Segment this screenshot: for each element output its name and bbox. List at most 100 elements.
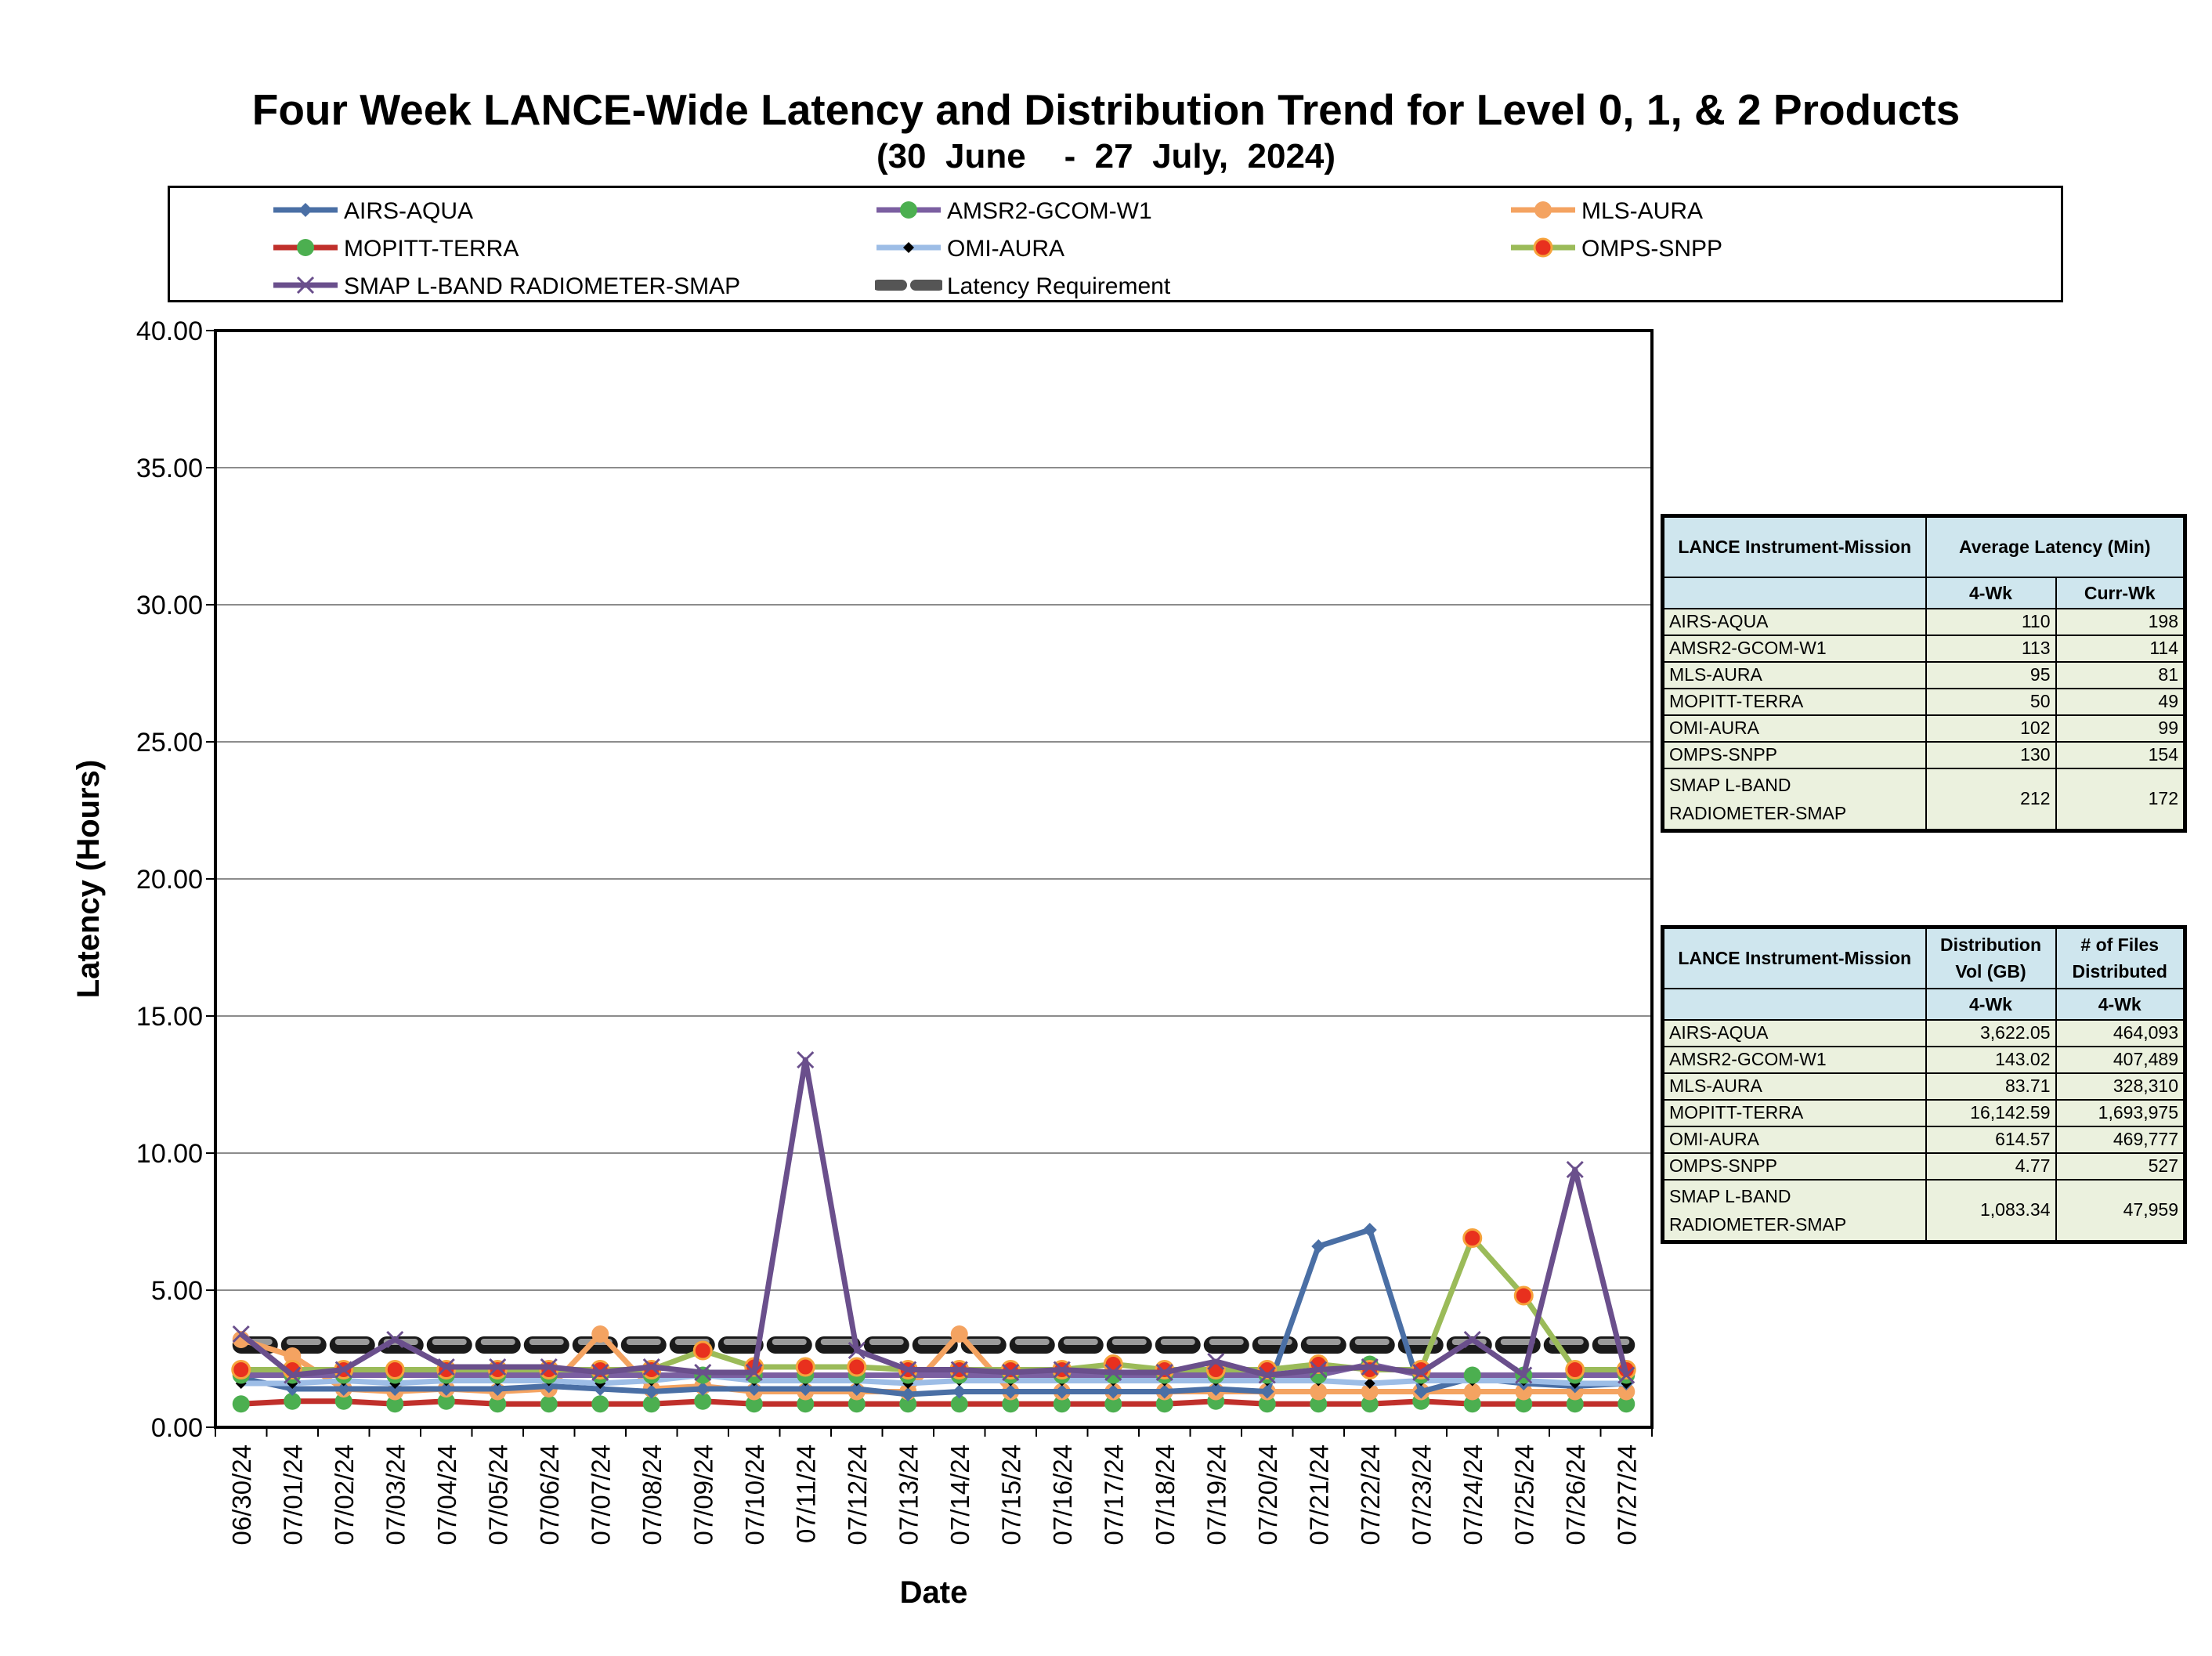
x-tick-label: 07/16/24 xyxy=(1048,1444,1077,1545)
data-point xyxy=(1104,1395,1122,1413)
series-smap-l-band-radiometer-smap xyxy=(232,1050,1636,1384)
data-point xyxy=(899,1395,917,1413)
legend-marker xyxy=(297,239,314,256)
average-latency-table: LANCE Instrument-Mission Average Latency … xyxy=(1661,514,2187,833)
row-distribution-vol: 4.77 xyxy=(1925,1152,2057,1181)
header-files-distributed: # of Files Distributed xyxy=(2055,926,2186,989)
data-point xyxy=(1053,1395,1071,1413)
table-row: AIRS-AQUA 110 198 xyxy=(1661,607,2186,636)
row-instrument-name: AMSR2-GCOM-W1 xyxy=(1661,1045,1927,1074)
table-row: MLS-AURA 95 81 xyxy=(1661,660,2186,689)
x-tick-label: 07/18/24 xyxy=(1151,1444,1180,1545)
data-point xyxy=(1412,1363,1430,1382)
data-point xyxy=(437,1392,455,1410)
y-tick-label: 20.00 xyxy=(136,865,203,895)
row-instrument-name: MOPITT-TERRA xyxy=(1661,1098,1927,1127)
data-point xyxy=(1463,1330,1481,1349)
data-point xyxy=(797,1050,815,1069)
data-point xyxy=(1002,1395,1020,1413)
header-distribution-vol: Distribution Vol (GB) xyxy=(1925,926,2057,989)
data-point xyxy=(284,1366,302,1384)
x-tick-label: 07/17/24 xyxy=(1099,1444,1128,1545)
row-instrument-name: SMAP L-BAND RADIOMETER-SMAP xyxy=(1661,1178,1927,1243)
series-line xyxy=(240,1227,1627,1397)
x-tick-label: 07/26/24 xyxy=(1561,1444,1590,1545)
legend-swatch-mopitt-terra xyxy=(273,239,338,256)
chart-legend: AIRS-AQUA AMSR2-GCOM-W1 MLS-AURA MOPITT-TER… xyxy=(168,186,2063,302)
row-4wk-latency: 50 xyxy=(1925,687,2057,716)
data-point xyxy=(797,1395,815,1413)
data-point xyxy=(1361,1395,1379,1413)
table-row: MOPITT-TERRA 50 49 xyxy=(1661,687,2186,716)
data-point xyxy=(1106,1384,1121,1399)
series-latency-requirement xyxy=(232,1336,1636,1354)
data-point xyxy=(1515,1366,1533,1384)
data-point xyxy=(1003,1384,1018,1399)
legend-label: AIRS-AQUA xyxy=(344,198,474,224)
distribution-table: LANCE Instrument-Mission Distribution Vol… xyxy=(1661,925,2187,1244)
data-point xyxy=(696,1382,710,1396)
x-tick-label: 07/14/24 xyxy=(945,1444,974,1545)
data-point xyxy=(692,1340,713,1361)
legend-swatch-latency-requirement xyxy=(875,280,942,291)
legend-label: OMPS-SNPP xyxy=(1581,236,1723,262)
row-instrument-name: SMAP L-BAND RADIOMETER-SMAP xyxy=(1661,767,1927,832)
data-point xyxy=(795,1357,815,1377)
data-point xyxy=(1361,1383,1379,1401)
data-point xyxy=(336,1382,351,1396)
x-tick-label: 07/12/24 xyxy=(843,1444,872,1545)
legend-swatch-amsr2-gcom-w1 xyxy=(876,201,941,219)
subheader-curr-wk: Curr-Wk xyxy=(2055,576,2186,609)
data-point xyxy=(694,1363,712,1382)
data-point xyxy=(849,1382,864,1396)
data-point xyxy=(694,1392,712,1410)
table-header-row: LANCE Instrument-Mission Average Latency … xyxy=(1661,515,2186,578)
data-point xyxy=(334,1392,352,1410)
data-point xyxy=(746,1382,761,1396)
header-average-latency: Average Latency (Min) xyxy=(1925,515,2186,578)
y-tick-label: 40.00 xyxy=(136,316,203,346)
row-files-distributed: 527 xyxy=(2055,1152,2186,1181)
data-point xyxy=(1258,1366,1276,1384)
subheader-4wk: 4-Wk xyxy=(2055,987,2186,1021)
row-4wk-latency: 95 xyxy=(1925,660,2057,689)
row-distribution-vol: 16,142.59 xyxy=(1925,1098,2057,1127)
row-files-distributed: 464,093 xyxy=(2055,1018,2186,1047)
row-curr-wk-latency: 81 xyxy=(2055,660,2186,689)
chart-subtitle: (30 June - 27 July, 2024) xyxy=(876,137,1336,175)
legend-item-latency-requirement: Latency Requirement xyxy=(875,269,1423,304)
table-row: AMSR2-GCOM-W1 143.02 407,489 xyxy=(1661,1045,2186,1074)
data-point xyxy=(745,1363,763,1382)
data-point xyxy=(848,1341,866,1360)
legend-swatch-mls-aura xyxy=(1511,201,1575,219)
row-files-distributed: 1,693,975 xyxy=(2055,1098,2186,1127)
data-point xyxy=(334,1361,352,1379)
legend-item-smap-l-band-radiometer-smap: SMAP L-BAND RADIOMETER-SMAP xyxy=(272,269,820,304)
row-instrument-name: AIRS-AQUA xyxy=(1661,1018,1927,1047)
x-tick-label: 07/11/24 xyxy=(791,1444,820,1543)
x-tick-label: 07/10/24 xyxy=(740,1444,769,1545)
table-row: OMPS-SNPP 4.77 527 xyxy=(1661,1152,2186,1181)
legend-item-mopitt-terra: MOPITT-TERRA xyxy=(272,232,820,266)
x-tick-label: 07/15/24 xyxy=(996,1444,1025,1545)
row-distribution-vol: 83.71 xyxy=(1925,1072,2057,1101)
legend-marker xyxy=(1533,237,1553,258)
data-point xyxy=(1463,1383,1481,1401)
data-point xyxy=(901,1387,916,1401)
data-point xyxy=(1155,1395,1173,1413)
row-4wk-latency: 130 xyxy=(1925,740,2057,769)
data-point xyxy=(1617,1395,1636,1413)
x-tick-label: 07/08/24 xyxy=(638,1444,667,1545)
table-subheader-row: 4-Wk Curr-Wk xyxy=(1661,576,2186,609)
data-point xyxy=(798,1382,813,1396)
data-point xyxy=(899,1361,917,1379)
x-tick-label: 07/13/24 xyxy=(894,1444,923,1545)
data-point xyxy=(644,1384,659,1399)
data-point xyxy=(1513,1285,1534,1306)
row-instrument-name: MLS-AURA xyxy=(1661,1072,1927,1101)
row-curr-wk-latency: 114 xyxy=(2055,634,2186,663)
chart-title: Four Week LANCE-Wide Latency and Distrib… xyxy=(251,85,1961,134)
x-axis-title: Date xyxy=(900,1575,968,1610)
y-tick-label: 0.00 xyxy=(151,1413,203,1443)
